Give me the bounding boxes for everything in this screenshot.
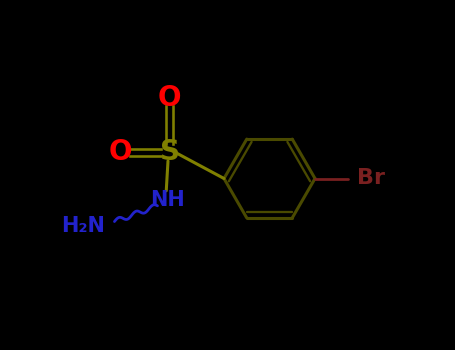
Text: H₂N: H₂N [61, 216, 105, 236]
Text: O: O [158, 84, 182, 112]
Text: S: S [160, 138, 180, 166]
Text: O: O [109, 138, 132, 166]
Text: Br: Br [357, 168, 385, 189]
Text: NH: NH [150, 189, 185, 210]
